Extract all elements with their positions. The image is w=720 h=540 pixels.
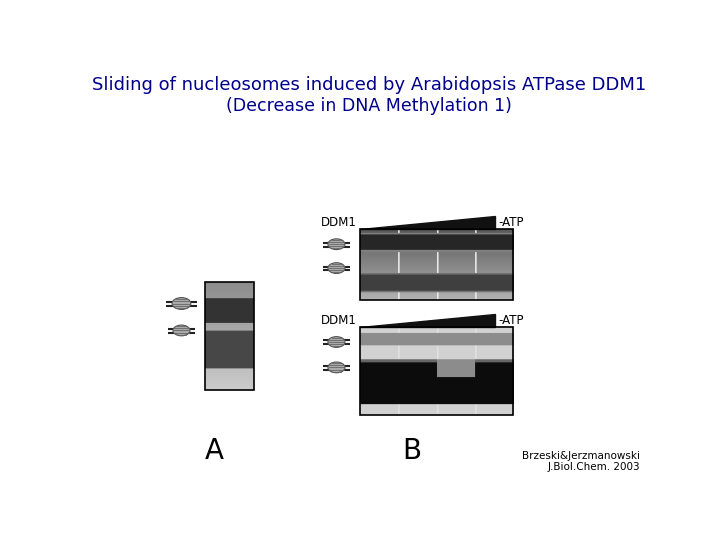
Text: Sliding of nucleosomes induced by Arabidopsis ATPase DDM1: Sliding of nucleosomes induced by Arabid… xyxy=(92,76,646,94)
Text: J.Biol.Chem. 2003: J.Biol.Chem. 2003 xyxy=(548,462,640,472)
Text: -ATP: -ATP xyxy=(498,216,524,229)
Ellipse shape xyxy=(328,262,345,273)
Bar xyxy=(360,327,513,415)
Text: -ATP: -ATP xyxy=(498,314,524,327)
Text: A: A xyxy=(204,437,223,465)
Text: B: B xyxy=(402,437,421,465)
Bar xyxy=(204,282,253,390)
Ellipse shape xyxy=(328,362,345,373)
Bar xyxy=(360,229,513,300)
Text: (Decrease in DNA Methylation 1): (Decrease in DNA Methylation 1) xyxy=(226,97,512,115)
Ellipse shape xyxy=(173,325,190,336)
Ellipse shape xyxy=(172,298,191,309)
Text: DDM1: DDM1 xyxy=(320,216,356,229)
Text: Brzeski&Jerzmanowski: Brzeski&Jerzmanowski xyxy=(522,451,640,461)
Polygon shape xyxy=(360,215,495,229)
Polygon shape xyxy=(360,314,495,327)
Ellipse shape xyxy=(328,239,345,249)
Ellipse shape xyxy=(328,336,345,347)
Text: DDM1: DDM1 xyxy=(320,314,356,327)
